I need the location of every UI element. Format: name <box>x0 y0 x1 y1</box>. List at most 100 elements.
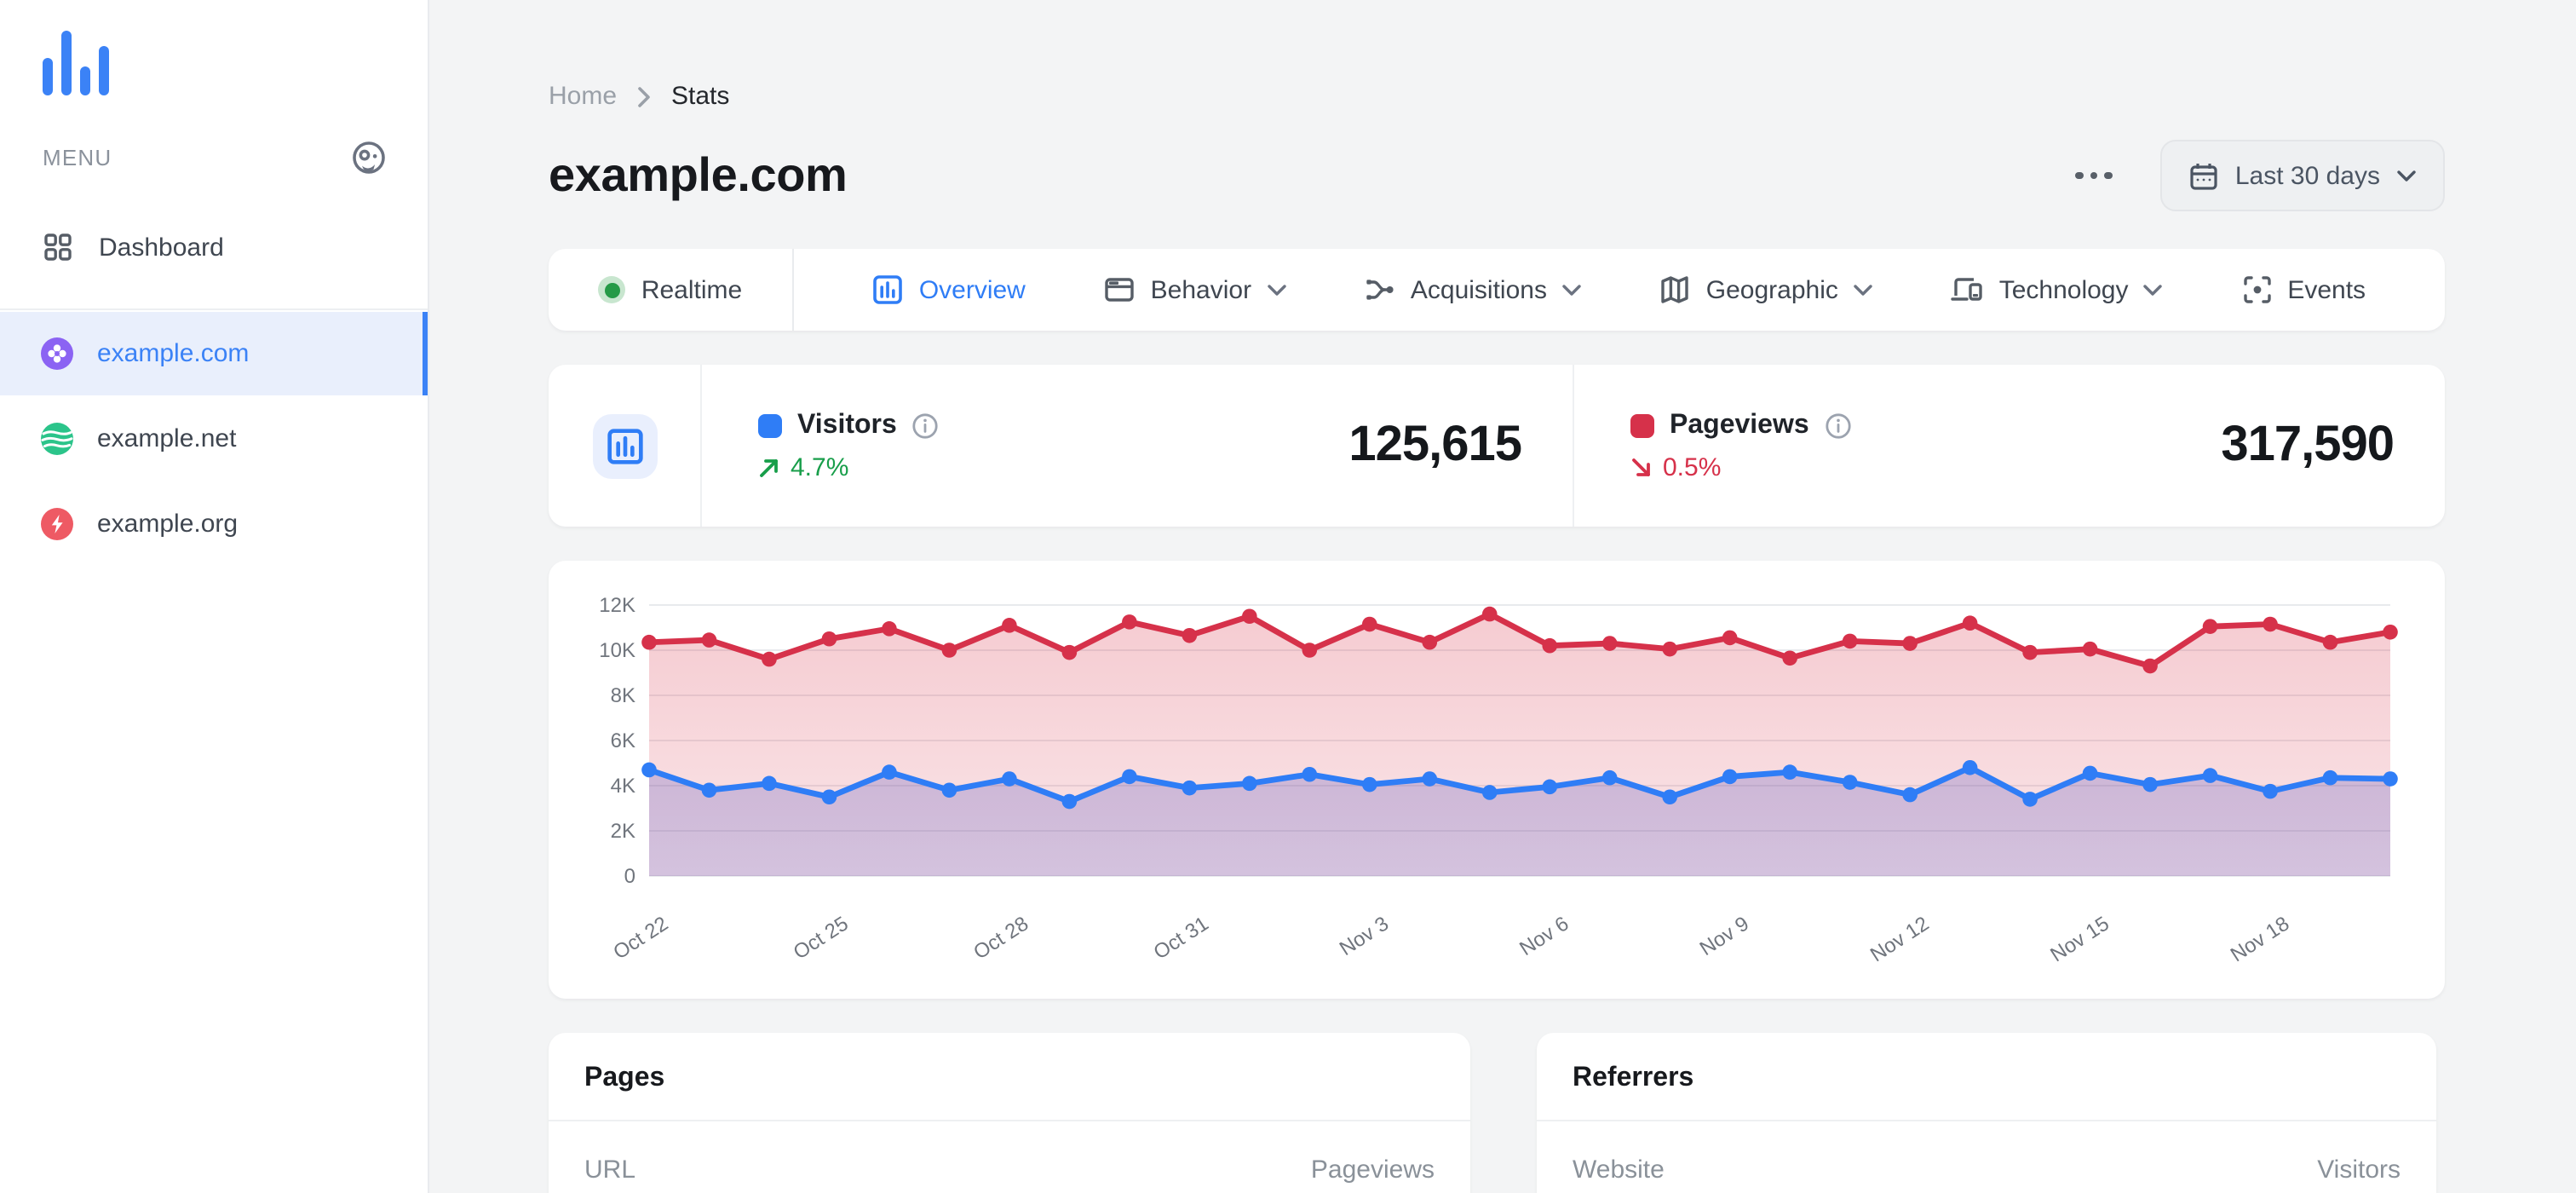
tab-bar: Realtime Overview <box>549 249 2445 331</box>
sidebar: MENU Dashboard <box>0 0 429 1193</box>
visitors-label: Visitors <box>797 410 897 439</box>
grid-icon <box>43 232 73 262</box>
svg-text:10K: 10K <box>599 639 635 662</box>
svg-text:Nov 18: Nov 18 <box>2227 912 2293 966</box>
info-icon[interactable] <box>912 412 940 439</box>
chevron-down-icon <box>1562 284 1581 296</box>
svg-text:6K: 6K <box>611 729 635 752</box>
chevron-right-icon <box>637 86 651 107</box>
devices-icon <box>1952 274 1984 305</box>
stats-divider <box>1573 365 1574 527</box>
visitors-series-swatch <box>758 413 782 437</box>
pages-panel-title: Pages <box>584 1063 665 1092</box>
stats-chart-icon <box>592 413 657 478</box>
svg-text:2K: 2K <box>611 820 635 843</box>
sidebar-site-example-com[interactable]: example.com <box>0 312 428 395</box>
svg-text:4K: 4K <box>611 775 635 798</box>
trend-up-icon <box>758 456 780 478</box>
pageviews-value: 317,590 <box>2221 418 2395 472</box>
referrers-panel-title: Referrers <box>1573 1063 1694 1092</box>
tab-label: Events <box>2287 275 2366 304</box>
visitors-stat: Visitors <box>702 365 1573 527</box>
pages-panel: Pages URL Pageviews <box>549 1033 1470 1193</box>
tab-acquisitions[interactable]: Acquisitions <box>1365 274 1581 305</box>
svg-text:Oct 22: Oct 22 <box>609 912 672 964</box>
svg-text:Nov 9: Nov 9 <box>1696 912 1753 960</box>
account-icon[interactable] <box>351 140 387 176</box>
more-options-button[interactable] <box>2073 162 2116 190</box>
svg-text:Oct 28: Oct 28 <box>969 912 1032 964</box>
info-icon[interactable] <box>1825 412 1852 439</box>
visitors-change: 4.7% <box>791 452 849 481</box>
date-range-label: Last 30 days <box>2234 161 2380 190</box>
panel-divider <box>549 1120 1470 1121</box>
referrers-col-website: Website <box>1573 1156 1665 1184</box>
svg-text:Oct 25: Oct 25 <box>790 912 853 964</box>
sidebar-item-label: Dashboard <box>99 233 224 262</box>
pages-col-pageviews: Pageviews <box>1310 1156 1435 1184</box>
date-range-button[interactable]: Last 30 days <box>2159 140 2445 211</box>
app-logo-barchart-icon <box>37 24 112 95</box>
site-label: example.net <box>97 424 237 453</box>
svg-text:Oct 31: Oct 31 <box>1150 912 1213 964</box>
tab-technology[interactable]: Technology <box>1952 274 2163 305</box>
svg-text:12K: 12K <box>599 594 635 617</box>
tab-label: Behavior <box>1150 275 1252 304</box>
svg-text:Nov 3: Nov 3 <box>1336 912 1393 960</box>
bolt-icon <box>41 508 73 540</box>
svg-text:0: 0 <box>624 865 635 888</box>
chevron-down-icon <box>2397 170 2416 182</box>
stats-divider <box>700 365 702 527</box>
trend-down-icon <box>1630 456 1653 478</box>
chevron-down-icon <box>1854 284 1872 296</box>
referrers-col-visitors: Visitors <box>2317 1156 2401 1184</box>
branch-icon <box>1365 274 1395 305</box>
tab-overview[interactable]: Overview <box>873 274 1026 305</box>
site-label: example.org <box>97 510 239 539</box>
calendar-icon <box>2189 161 2218 190</box>
breadcrumb-current: Stats <box>671 82 730 111</box>
pageviews-label: Pageviews <box>1670 410 1809 439</box>
tab-label: Geographic <box>1705 275 1838 304</box>
chevron-down-icon <box>2143 284 2163 296</box>
sidebar-divider <box>0 308 428 310</box>
svg-text:Nov 12: Nov 12 <box>1866 912 1933 966</box>
main-area: Home Stats example.com <box>429 0 2576 1193</box>
sidebar-site-example-net[interactable]: example.net <box>0 397 428 481</box>
tab-label: Overview <box>918 275 1026 304</box>
pageviews-change: 0.5% <box>1663 452 1722 481</box>
map-icon <box>1660 274 1691 305</box>
tab-realtime[interactable]: Realtime <box>549 275 792 304</box>
sidebar-item-dashboard[interactable]: Dashboard <box>0 210 428 285</box>
tab-geographic[interactable]: Geographic <box>1660 274 1872 305</box>
tab-events[interactable]: Events <box>2241 274 2366 305</box>
tab-divider <box>792 249 794 331</box>
svg-text:8K: 8K <box>611 684 635 707</box>
svg-text:Nov 15: Nov 15 <box>2046 912 2113 966</box>
panel-divider <box>1537 1120 2436 1121</box>
referrers-panel: Referrers Website Visitors <box>1537 1033 2436 1193</box>
tab-label: Technology <box>1998 275 2129 304</box>
pageviews-stat: Pageviews <box>1574 365 2445 527</box>
tab-label: Acquisitions <box>1410 275 1547 304</box>
stats-summary-card: Visitors <box>549 365 2445 527</box>
pageviews-series-swatch <box>1630 413 1654 437</box>
tab-label: Realtime <box>641 275 743 304</box>
page-title: example.com <box>549 148 848 201</box>
traffic-line-chart: 0 2K 4K 6K 8K 10K 12K Oct 22 Oct 25 Oct 28 Oct 31… <box>599 594 2398 966</box>
chevron-down-icon <box>1267 284 1285 296</box>
breadcrumb: Home Stats <box>549 82 2445 111</box>
svg-text:Nov 6: Nov 6 <box>1515 912 1573 960</box>
site-label: example.com <box>97 339 250 368</box>
visitors-value: 125,615 <box>1348 418 1522 472</box>
sidebar-site-example-org[interactable]: example.org <box>0 482 428 566</box>
browser-window-icon <box>1105 274 1136 305</box>
overview-chart-icon <box>873 274 904 305</box>
target-frame-icon <box>2241 274 2272 305</box>
clover-icon <box>41 337 73 370</box>
tab-behavior[interactable]: Behavior <box>1105 274 1285 305</box>
menu-section-label: MENU <box>43 145 112 170</box>
traffic-chart-card: 0 2K 4K 6K 8K 10K 12K Oct 22 Oct 25 Oct 28 Oct 31… <box>549 561 2445 999</box>
breadcrumb-home[interactable]: Home <box>549 82 618 111</box>
